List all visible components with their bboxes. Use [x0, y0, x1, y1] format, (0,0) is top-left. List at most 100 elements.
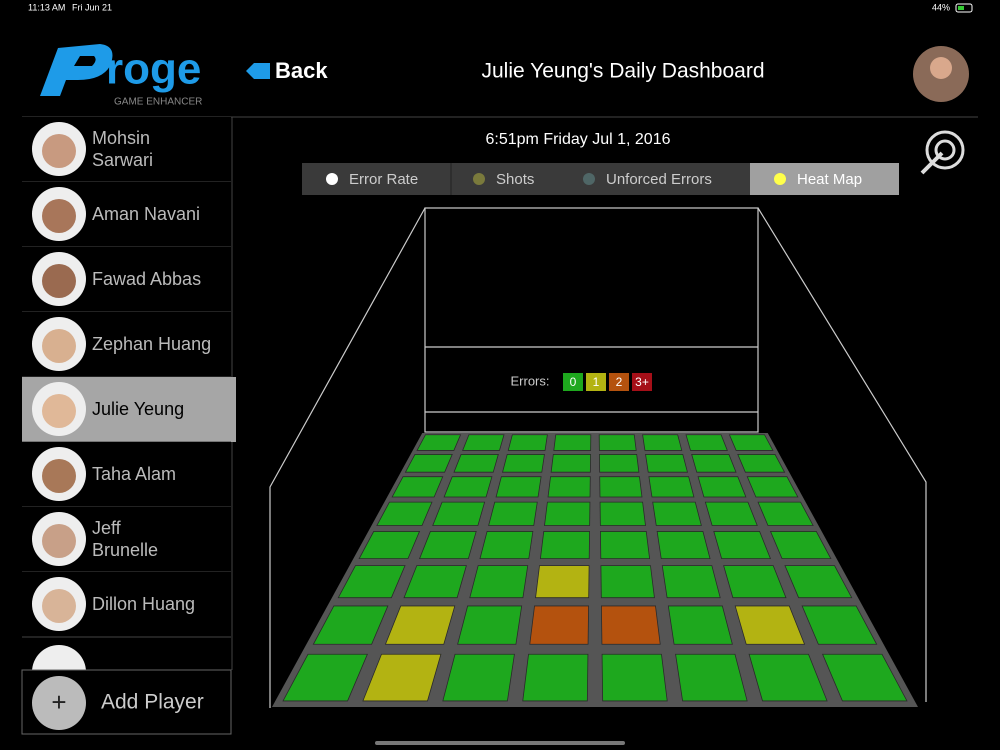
- player-row[interactable]: Aman Navani: [22, 182, 231, 248]
- heat-cell: [723, 565, 787, 599]
- player-face: [42, 264, 76, 298]
- target-ring: [925, 130, 965, 170]
- heat-cell: [601, 605, 661, 645]
- add-player-icon: +: [51, 687, 66, 717]
- heat-cell: [599, 501, 646, 526]
- player-name: Dillon Huang: [92, 594, 195, 614]
- heat-cell: [535, 565, 590, 599]
- heat-cell: [337, 565, 406, 599]
- legend-swatch: [609, 373, 629, 391]
- heat-cell: [801, 605, 878, 645]
- heat-cell: [362, 653, 442, 702]
- heat-cell: [479, 531, 534, 560]
- target-arrow: [920, 151, 944, 175]
- player-name: Zephan Huang: [92, 334, 211, 354]
- heat-cell: [544, 501, 591, 526]
- player-name: Mohsin Sarwari: [92, 128, 153, 170]
- back-arrow[interactable]: [246, 63, 270, 79]
- heat-cell: [784, 565, 853, 599]
- logo-text: roge: [106, 45, 201, 94]
- legend-label: 0: [570, 375, 577, 389]
- tab[interactable]: Error Rate: [326, 171, 418, 188]
- legend-title: Errors:: [511, 373, 550, 388]
- heat-cell: [376, 501, 433, 526]
- target-ring: [934, 139, 956, 161]
- tab-dot: [774, 173, 786, 185]
- heat-cell: [656, 531, 711, 560]
- player-list: Mohsin Sarwari Aman Navani Fawad Abbas Zepha…: [22, 117, 236, 699]
- legend-swatch: [632, 373, 652, 391]
- player-face: [42, 394, 76, 428]
- player-row[interactable]: Mohsin Sarwari: [22, 117, 231, 183]
- heat-cell: [358, 531, 421, 560]
- heat-cell: [822, 653, 908, 702]
- heat-cell: [667, 605, 733, 645]
- heat-cell: [652, 501, 702, 526]
- right-wall: [757, 207, 927, 702]
- status-battery: 44%: [932, 2, 950, 12]
- status-time: 11:13 AM: [28, 2, 65, 12]
- heat-cell: [601, 653, 668, 702]
- player-row[interactable]: Zephan Huang: [22, 312, 231, 378]
- heat-cell: [529, 605, 589, 645]
- heat-cell: [704, 501, 758, 526]
- tab[interactable]: Shots: [450, 163, 534, 195]
- player-name: Taha Alam: [92, 464, 176, 484]
- heat-cell: [553, 434, 592, 451]
- heat-cell: [600, 565, 655, 599]
- player-row[interactable]: Julie Yeung: [22, 377, 236, 443]
- legend-swatch: [563, 373, 583, 391]
- heat-cell: [757, 501, 814, 526]
- heat-cell: [442, 653, 515, 702]
- heat-cell: [507, 434, 548, 451]
- target-icon[interactable]: [920, 130, 965, 175]
- heat-cell: [403, 565, 467, 599]
- heat-cell: [648, 476, 695, 498]
- heat-cell: [697, 476, 747, 498]
- player-row[interactable]: Dillon Huang: [22, 572, 231, 638]
- logo-subtitle: GAME ENHANCER: [114, 97, 202, 108]
- heat-cell: [312, 605, 389, 645]
- heat-cell: [539, 531, 590, 560]
- tab[interactable]: Unforced Errors: [583, 171, 712, 188]
- player-name: Julie Yeung: [92, 399, 184, 419]
- heat-cell: [734, 605, 806, 645]
- heat-cell: [522, 653, 589, 702]
- heat-cell: [469, 565, 529, 599]
- heat-cell: [675, 653, 748, 702]
- back-button[interactable]: Back: [275, 58, 328, 83]
- heat-cell: [600, 531, 651, 560]
- player-row[interactable]: Fawad Abbas: [22, 247, 231, 313]
- tab[interactable]: Heat Map: [750, 163, 899, 195]
- left-wall: [269, 207, 426, 708]
- tab-label: Error Rate: [349, 171, 418, 188]
- heat-cell: [691, 454, 737, 473]
- heat-cell: [661, 565, 721, 599]
- heat-cell: [457, 605, 523, 645]
- player-face: [42, 524, 76, 558]
- player-face: [42, 459, 76, 493]
- tab-label: Heat Map: [797, 171, 862, 188]
- heat-cell: [645, 454, 688, 473]
- home-indicator: [375, 741, 625, 745]
- heat-cell: [488, 501, 538, 526]
- player-face: [42, 589, 76, 623]
- heat-cell: [502, 454, 545, 473]
- player-row[interactable]: Taha Alam: [22, 442, 231, 508]
- player-row[interactable]: Jeff Brunelle: [22, 507, 231, 573]
- heat-cell: [404, 454, 453, 473]
- heatmap: [272, 432, 918, 707]
- battery-level: [958, 6, 964, 10]
- player-face: [42, 134, 76, 168]
- tab-dot: [326, 173, 338, 185]
- heat-cell: [599, 476, 643, 498]
- player-face: [42, 329, 76, 363]
- heat-cell: [769, 531, 832, 560]
- player-name-line: Sarwari: [92, 150, 153, 170]
- timestamp: 6:51pm Friday Jul 1, 2016: [486, 131, 671, 148]
- player-name-line: Brunelle: [92, 540, 158, 560]
- legend: 0 1 2 3+: [563, 373, 652, 391]
- heat-cell: [599, 454, 640, 473]
- heat-cell: [728, 434, 774, 451]
